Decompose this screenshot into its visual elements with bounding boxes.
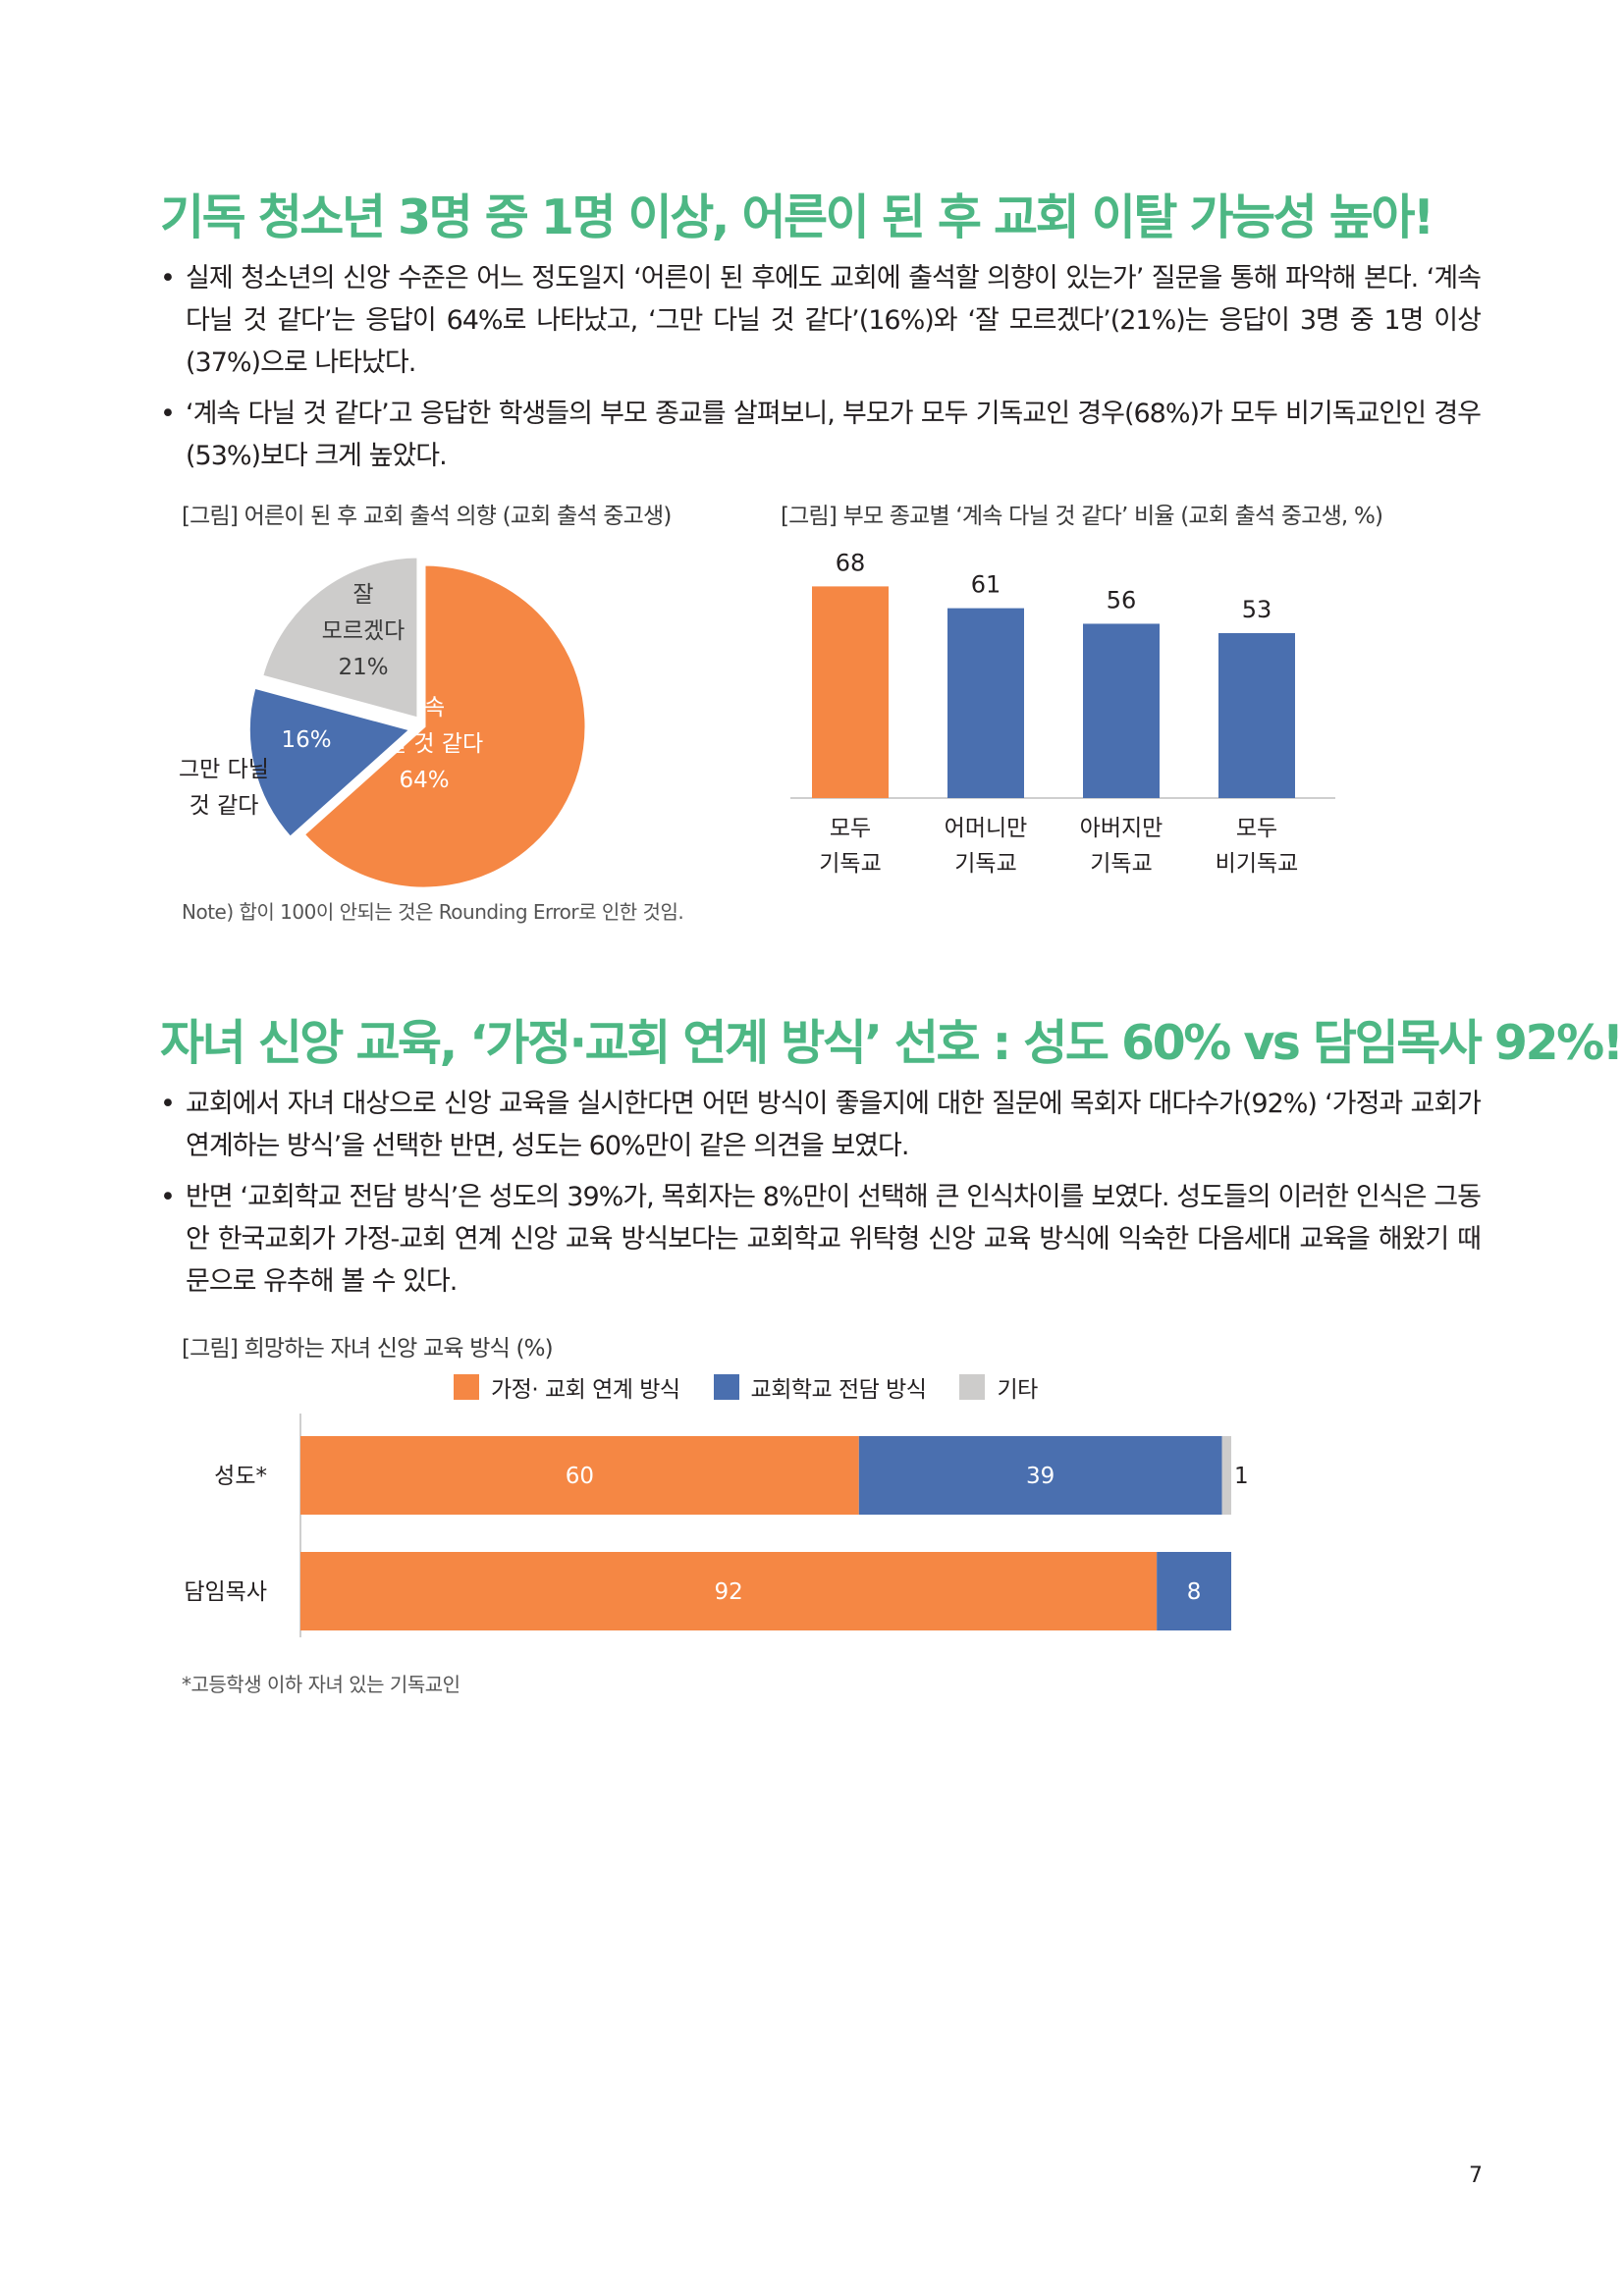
bar bbox=[947, 608, 1024, 798]
section2-bullet-1: 교회에서 자녀 대상으로 신앙 교육을 실시한다면 어떤 방식이 좋을지에 대한… bbox=[160, 1083, 1482, 1167]
bar-value-label: 53 bbox=[1242, 596, 1272, 623]
stacked-category-label: 담임목사 bbox=[184, 1579, 267, 1605]
stacked-bar-value: 39 bbox=[1026, 1464, 1055, 1489]
pie-slice-label: 모르겠다 bbox=[322, 618, 406, 644]
section2-bullet-2: 반면 ‘교회학교 전담 방식’은 성도의 39%가, 목회자는 8%만이 선택해… bbox=[160, 1176, 1482, 1303]
bar-category-label: 기독교 bbox=[1090, 851, 1152, 877]
pie-slice bbox=[301, 562, 588, 888]
section1-title: 기독 청소년 3명 중 1명 이상, 어른이 된 후 교회 이탈 가능성 높아! bbox=[160, 189, 1434, 245]
stacked-bar-value: 8 bbox=[1187, 1579, 1202, 1605]
legend-label: 교회학교 전담 방식 bbox=[750, 1377, 927, 1403]
bar-category-label: 아버지만 bbox=[1080, 816, 1163, 841]
section1-bullets: 실제 청소년의 신앙 수준은 어느 정도일지 ‘어른이 된 후에도 교회에 출석… bbox=[160, 257, 1482, 486]
section2-title: 자녀 신앙 교육, ‘가정·교회 연계 방식’ 선호 : 성도 60% vs 담… bbox=[160, 1015, 1623, 1071]
stacked-bar-segment bbox=[1221, 1436, 1231, 1515]
bar-category-label: 기독교 bbox=[819, 851, 881, 877]
pie-slice-label: 것 같다 bbox=[189, 793, 259, 819]
bar-category-label: 비기독교 bbox=[1216, 851, 1299, 877]
bar-value-label: 68 bbox=[836, 549, 866, 576]
legend-item: 교회학교 전담 방식 bbox=[713, 1370, 927, 1404]
section1-bullet-2: ‘계속 다닐 것 같다’고 응답한 학생들의 부모 종교를 살펴보니, 부모가 … bbox=[160, 393, 1482, 477]
pie-slice-value: 64% bbox=[399, 768, 449, 793]
bar-value-label: 61 bbox=[971, 571, 1001, 599]
stacked-chart-caption: [그림] 희망하는 자녀 신앙 교육 방식 (%) bbox=[182, 1336, 554, 1362]
stacked-bar-segment bbox=[1157, 1552, 1231, 1630]
bar-value-label: 56 bbox=[1107, 586, 1137, 614]
footnote: *고등학생 이하 자녀 있는 기독교인 bbox=[182, 1673, 460, 1696]
bar-category-label: 모두 bbox=[830, 816, 871, 841]
legend-item: 기타 bbox=[959, 1370, 1038, 1404]
stacked-bar-segment bbox=[858, 1436, 1222, 1515]
stacked-bar-value: 1 bbox=[1234, 1464, 1249, 1489]
page-number: 7 bbox=[1469, 2163, 1483, 2188]
bar-caption: [그림] 부모 종교별 ‘계속 다닐 것 같다’ 비율 (교회 출석 중고생, … bbox=[781, 504, 1383, 529]
pie-slice-label: 잘 bbox=[352, 582, 373, 608]
stacked-chart-legend: 가정· 교회 연계 방식 교회학교 전담 방식 기타 bbox=[454, 1370, 1038, 1404]
legend-swatch-blue bbox=[713, 1374, 739, 1400]
legend-swatch-gray bbox=[959, 1374, 986, 1400]
bar bbox=[1218, 632, 1295, 798]
bar-category-label: 기독교 bbox=[954, 851, 1016, 877]
stacked-category-label: 성도* bbox=[214, 1464, 267, 1489]
pie-slice bbox=[246, 685, 414, 840]
pie-slice-value: 16% bbox=[281, 727, 331, 753]
legend-swatch-orange bbox=[454, 1374, 479, 1400]
rounding-note: Note) 합이 100이 안되는 것은 Rounding Error로 인한 … bbox=[182, 900, 684, 924]
section2-bullets: 교회에서 자녀 대상으로 신앙 교육을 실시한다면 어떤 방식이 좋을지에 대한… bbox=[160, 1083, 1482, 1311]
stacked-bar-value: 92 bbox=[714, 1579, 742, 1605]
education-method-stacked-chart: 성도* 60 39 1 담임목사 92 8 bbox=[184, 1414, 1249, 1637]
legend-label: 기타 bbox=[997, 1377, 1038, 1403]
section1-bullet-1: 실제 청소년의 신앙 수준은 어느 정도일지 ‘어른이 된 후에도 교회에 출석… bbox=[160, 257, 1482, 384]
bar bbox=[1083, 623, 1160, 798]
stacked-bar-segment bbox=[300, 1552, 1158, 1630]
pie-slice bbox=[259, 555, 420, 721]
bar-category-label: 모두 bbox=[1236, 816, 1277, 841]
pie-slice-label: 그만 다닐 bbox=[179, 757, 269, 782]
bar bbox=[812, 586, 889, 798]
pie-slice-value: 21% bbox=[338, 655, 388, 680]
pie-caption: [그림] 어른이 된 후 교회 출석 의향 (교회 출석 중고생) bbox=[182, 504, 672, 529]
stacked-bar-value: 60 bbox=[566, 1464, 594, 1489]
legend-label: 가정· 교회 연계 방식 bbox=[491, 1377, 680, 1403]
bar-category-label: 어머니만 bbox=[945, 816, 1028, 841]
stacked-bar-segment bbox=[300, 1436, 859, 1515]
legend-item: 가정· 교회 연계 방식 bbox=[454, 1370, 680, 1404]
